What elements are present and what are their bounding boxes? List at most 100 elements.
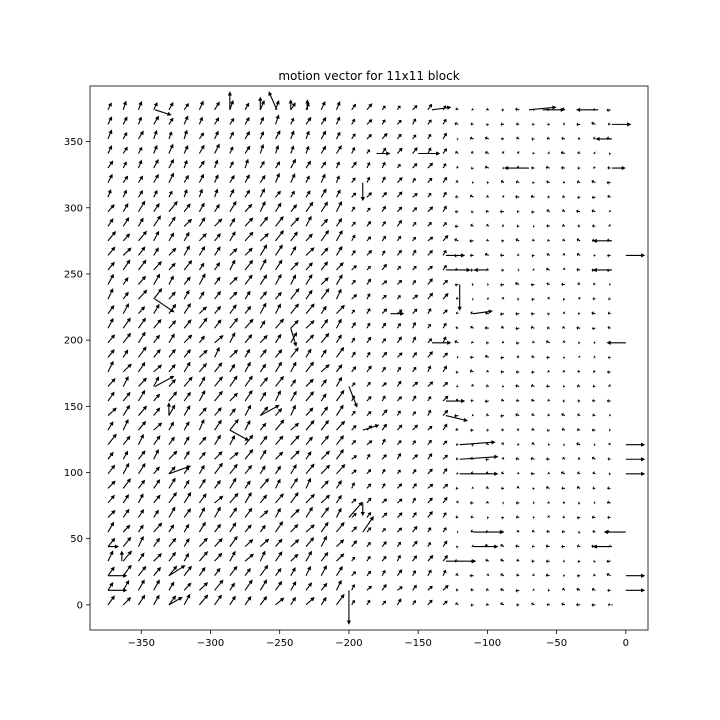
motion-vector [336,539,345,548]
motion-vector [472,297,474,302]
motion-vector [456,384,459,389]
motion-vector-large [360,182,365,202]
motion-vector [366,483,372,489]
motion-vector [229,146,234,154]
x-axis: −350 −300 −250 −200 −150 −100 −50 0 [127,630,629,649]
motion-vector [183,450,190,460]
motion-vector [290,450,300,460]
motion-vector [153,203,160,213]
motion-vector [229,231,236,242]
motion-vector [562,311,566,315]
motion-vector [320,201,329,213]
motion-vector [168,232,175,242]
motion-vector [486,267,489,272]
motion-vector [487,282,489,287]
motion-vector [244,361,251,373]
motion-vector [305,215,312,227]
motion-vector [138,552,145,562]
motion-vector [470,325,474,330]
motion-vector [290,130,295,140]
motion-vector [442,395,449,402]
motion-vector [122,303,130,314]
motion-vector [515,311,520,316]
motion-vector [381,161,386,169]
motion-vector [484,165,489,170]
motion-vector [122,161,127,169]
motion-vector [442,132,447,140]
motion-vector [259,116,265,125]
motion-vector [456,544,459,549]
motion-vector [168,436,175,446]
motion-vector [576,267,581,272]
motion-vector [501,238,504,243]
motion-vector [412,555,417,562]
motion-vector [517,442,520,447]
motion-vector [500,355,505,360]
motion-vector [137,217,144,227]
motion-vector [412,294,419,300]
motion-vector [122,146,128,154]
motion-vector-large [290,328,298,347]
motion-vector-large [166,402,172,416]
motion-vector [198,202,205,213]
motion-vector [578,501,581,506]
motion-vector [412,469,417,475]
motion-vector [183,174,189,183]
motion-vector [214,101,220,111]
motion-vector [275,144,280,154]
motion-vector [335,318,342,329]
motion-vector [592,223,596,229]
motion-vector [305,582,313,591]
motion-vector [244,203,253,213]
motion-vector [516,136,520,141]
motion-vector [153,522,163,533]
motion-vector [122,462,130,475]
motion-vector [153,144,158,154]
motion-vector [305,361,315,373]
x-tick-label: −350 [127,638,154,649]
motion-vector [427,222,432,227]
motion-vector [607,253,611,258]
motion-vector [366,336,372,344]
motion-vector [229,332,236,344]
motion-vector [199,349,208,358]
motion-vector [183,436,190,445]
motion-vector [320,130,327,140]
motion-vector [183,203,191,213]
motion-vector [531,427,535,432]
motion-vector [366,265,371,271]
motion-vector [275,202,282,213]
motion-vector [576,383,581,389]
motion-vector-large [229,429,250,441]
motion-vector [427,483,434,489]
motion-vector-large [390,311,405,316]
motion-vector [486,180,489,185]
motion-vector [320,535,327,547]
motion-vector [198,507,205,518]
motion-vector-large [612,122,632,127]
motion-vector [500,413,505,418]
motion-vector [244,189,251,198]
motion-vector-large [445,267,471,273]
motion-vector [412,570,417,576]
motion-vector [275,244,283,256]
motion-vector [275,597,285,606]
motion-vector [335,229,343,242]
motion-vector [592,471,596,475]
motion-vector [107,480,116,489]
motion-vector [259,188,265,198]
motion-vector [608,413,611,418]
motion-vector [486,587,489,592]
motion-vector [532,267,535,272]
motion-vector [305,247,315,256]
motion-vector [577,166,581,171]
motion-vector [305,506,313,518]
motion-vector [547,369,550,374]
motion-vector [229,317,239,329]
motion-vector [412,105,418,111]
motion-vector [214,451,223,460]
motion-vector [259,258,267,271]
motion-vector [351,599,356,606]
motion-vector [427,278,433,285]
